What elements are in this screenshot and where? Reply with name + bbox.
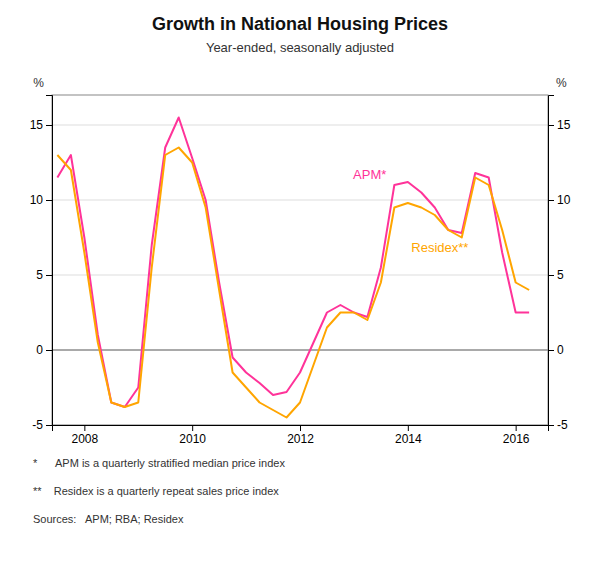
y-axis: -5 0 5 10 15 — [30, 96, 53, 433]
grid-line — [52, 200, 548, 201]
y-tick-mark — [46, 425, 52, 426]
y-tick-label: 5 — [36, 268, 43, 282]
series-labels: APM* Residex** — [353, 167, 468, 255]
y-tick-mark — [46, 350, 52, 351]
y-axis-line — [46, 96, 53, 426]
y2-tick: -5 — [548, 418, 568, 432]
y2-tick-label: 0 — [557, 343, 564, 357]
y2-tick-mark — [548, 275, 554, 276]
x-tick-mark — [408, 425, 409, 431]
x-tick-label: 2016 — [503, 432, 530, 446]
y-tick-mark — [46, 200, 52, 201]
plot: 2008 2010 2012 2014 2016 -5 0 5 10 15 -5 0 5 10 15%% AP… — [30, 76, 571, 446]
x-tick: 2014 — [395, 425, 422, 446]
x-tick: 2016 — [503, 425, 530, 446]
y-tick: 0 — [36, 343, 52, 357]
x-tick-mark — [192, 425, 193, 431]
grid-line — [52, 350, 548, 351]
y-tick: 10 — [30, 193, 52, 207]
x-axis: 2008 2010 2012 2014 2016 — [53, 425, 549, 446]
series-label: Residex** — [411, 240, 468, 255]
y-tick-label: -5 — [32, 418, 43, 432]
y-tick-mark — [46, 125, 52, 126]
y2-tick-mark — [548, 200, 554, 201]
lines — [57, 118, 529, 418]
chart: Growth in National Housing Prices Year-en… — [0, 0, 600, 575]
y2-tick-mark — [548, 350, 554, 351]
y2-tick: 10 — [548, 193, 571, 207]
x-tick-label: 2010 — [179, 432, 206, 446]
y-axis-label: % — [33, 76, 44, 90]
y2-tick: 0 — [548, 343, 564, 357]
y2-tick: 15 — [548, 118, 571, 132]
footnote: ** Residex is a quarterly repeat sales p… — [33, 485, 279, 497]
grid-line — [52, 125, 548, 126]
footnote: * APM is a quarterly stratified median p… — [33, 457, 285, 469]
series-line — [57, 148, 529, 418]
x-tick-mark — [300, 425, 301, 431]
grid-line — [52, 275, 548, 276]
x-tick: 2010 — [179, 425, 206, 446]
y2-tick-label: 15 — [557, 118, 571, 132]
x-tick-mark — [516, 425, 517, 431]
x-tick-label: 2014 — [395, 432, 422, 446]
y2-tick-label: 5 — [557, 268, 564, 282]
y-tick: -5 — [32, 418, 52, 432]
y-tick: 5 — [36, 268, 52, 282]
y2-tick-mark — [548, 125, 554, 126]
y2-tick-label: -5 — [557, 418, 568, 432]
plot-frame — [52, 95, 548, 425]
x-tick-label: 2012 — [287, 432, 314, 446]
y2-axis-label: % — [556, 76, 567, 90]
y-tick-label: 15 — [30, 118, 44, 132]
title: Growth in National Housing Prices — [152, 14, 448, 34]
y-tick-label: 10 — [30, 193, 44, 207]
x-axis-line — [53, 426, 549, 432]
x-tick: 2008 — [71, 425, 98, 446]
y2-axis-line — [549, 96, 555, 426]
footnotes: * APM is a quarterly stratified median p… — [33, 457, 285, 525]
y2-tick-label: 10 — [557, 193, 571, 207]
x-tick-label: 2008 — [71, 432, 98, 446]
footnote: Sources: APM; RBA; Residex — [33, 513, 184, 525]
series-label: APM* — [353, 167, 386, 182]
y2-tick: 5 — [548, 268, 564, 282]
y2-axis: -5 0 5 10 15 — [548, 96, 571, 433]
y-tick: 15 — [30, 118, 52, 132]
grid — [52, 125, 548, 425]
subtitle: Year-ended, seasonally adjusted — [206, 40, 394, 55]
y-tick-label: 0 — [36, 343, 43, 357]
series-line — [57, 118, 529, 408]
y2-tick-mark — [548, 425, 554, 426]
x-tick-mark — [84, 425, 85, 431]
y-tick-mark — [46, 275, 52, 276]
x-tick: 2012 — [287, 425, 314, 446]
